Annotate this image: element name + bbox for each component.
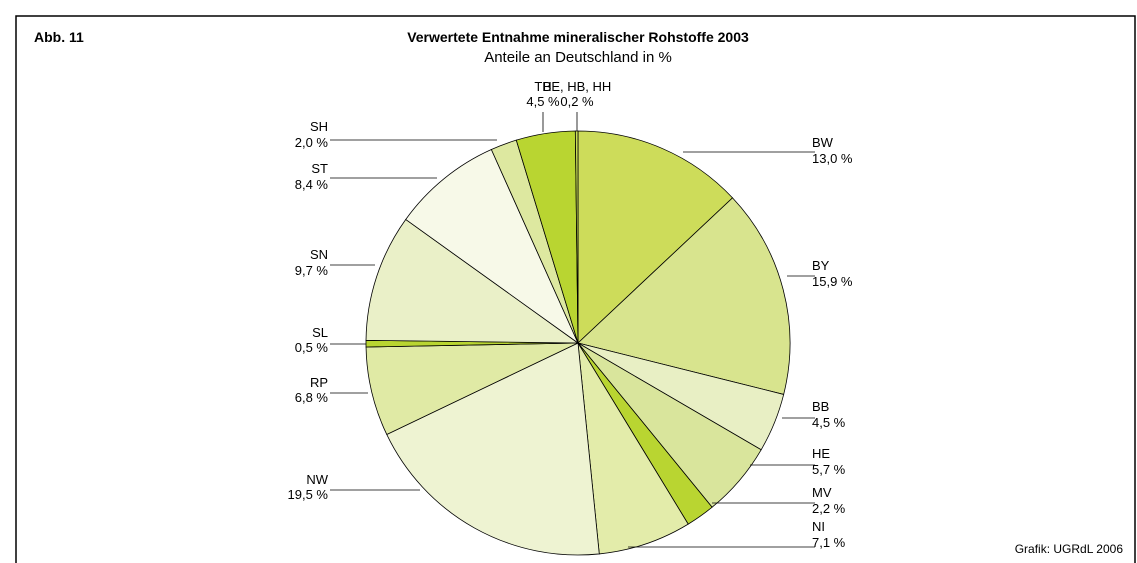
slice-name: SH [310,119,328,134]
slice-name: BB [812,399,829,414]
slice-value-label: 6,8 % [295,390,329,405]
slice-name: HE [812,446,830,461]
slice-name: SL [312,325,328,340]
slice-name: MV [812,485,832,500]
slice-value-label: 9,7 % [295,263,329,278]
slice-value-label: 7,1 % [812,535,846,550]
slice-value-label: 5,7 % [812,462,846,477]
slice-name: ST [311,161,328,176]
slice-value-label: 4,5 % [526,94,560,109]
slice-value-label: 4,5 % [812,415,846,430]
slice-name: TH [534,79,551,94]
slice-value-label: 13,0 % [812,151,853,166]
slice-value-label: 0,5 % [295,340,329,355]
pie-slice [386,342,600,556]
pie-slice [365,218,580,344]
frame [15,15,1136,563]
slice-name: SN [310,247,328,262]
pie-slice [577,197,791,395]
pie-slice [577,130,734,344]
slice-value-label: 2,2 % [812,501,846,516]
pie-slice [574,130,579,344]
pie-slice [405,148,579,345]
slice-name: BY [812,258,830,273]
slice-name: RP [310,375,328,390]
slice-name: BE, HB, HH [543,79,612,94]
chart-title: Verwertete Entnahme mineralischer Rohsto… [407,29,749,45]
slice-value-label: 0,2 % [560,94,594,109]
figure-number: Abb. 11 [34,29,84,45]
slice-value-label: 19,5 % [288,487,329,502]
slice-value-label: 15,9 % [812,274,853,289]
slice-name: BW [812,135,834,150]
slice-value-label: 2,0 % [295,135,329,150]
source: Grafik: UGRdL 2006 [1015,542,1124,556]
slice-value-label: 8,4 % [295,177,329,192]
slice-name: NI [812,519,825,534]
slice-name: NW [306,472,328,487]
chart-subtitle: Anteile an Deutschland in % [484,49,672,66]
